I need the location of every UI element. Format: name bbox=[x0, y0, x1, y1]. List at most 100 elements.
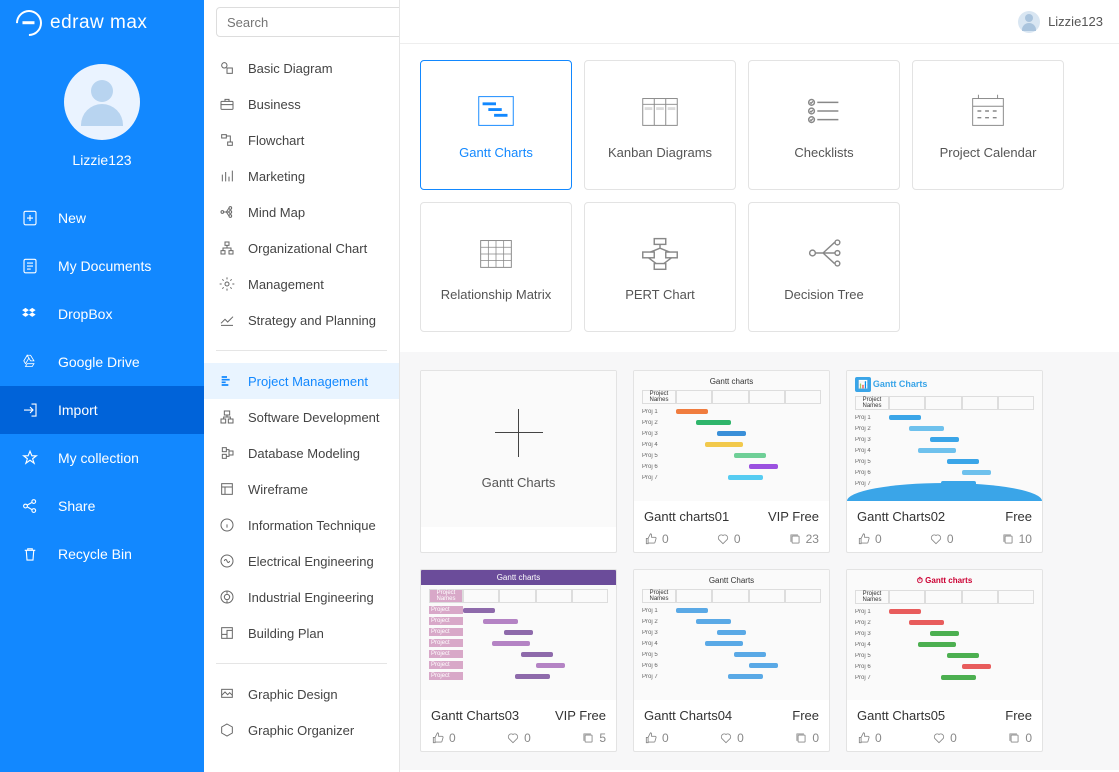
gantt-icon bbox=[218, 372, 236, 390]
nav-item-recycle-bin[interactable]: Recycle Bin bbox=[0, 530, 204, 578]
nav-label: Import bbox=[58, 402, 98, 418]
copies-stat[interactable]: 23 bbox=[788, 532, 819, 546]
copies-stat[interactable]: 0 bbox=[1007, 731, 1032, 745]
nav-label: My Documents bbox=[58, 258, 151, 274]
type-card-kanban-diagrams[interactable]: Kanban Diagrams bbox=[584, 60, 736, 190]
type-card-checklists[interactable]: Checklists bbox=[748, 60, 900, 190]
pert-icon bbox=[637, 233, 683, 273]
likes-stat[interactable]: 0 bbox=[857, 532, 882, 546]
category-item-wireframe[interactable]: Wireframe bbox=[204, 471, 399, 507]
favorites-stat[interactable]: 0 bbox=[929, 532, 954, 546]
category-item-mind-map[interactable]: Mind Map bbox=[204, 194, 399, 230]
category-label: Electrical Engineering bbox=[248, 554, 374, 569]
category-item-software-development[interactable]: Software Development bbox=[204, 399, 399, 435]
category-item-strategy-and-planning[interactable]: Strategy and Planning bbox=[204, 302, 399, 338]
template-badge: Free bbox=[792, 708, 819, 723]
category-item-information-technique[interactable]: Information Technique bbox=[204, 507, 399, 543]
template-card-gantt-charts01[interactable]: Gantt charts Project Names Proj 1Proj 2P… bbox=[633, 370, 830, 553]
favorites-stat[interactable]: 0 bbox=[932, 731, 957, 745]
nav-item-share[interactable]: Share bbox=[0, 482, 204, 530]
share-icon bbox=[20, 496, 40, 516]
category-item-business[interactable]: Business bbox=[204, 86, 399, 122]
likes-stat[interactable]: 0 bbox=[431, 731, 456, 745]
category-item-graphic-design[interactable]: Graphic Design bbox=[204, 676, 399, 712]
gantt-icon bbox=[473, 91, 519, 131]
template-card-gantt-charts03[interactable]: Gantt charts Project Names ProjectProjec… bbox=[420, 569, 617, 752]
nav-item-my-documents[interactable]: My Documents bbox=[0, 242, 204, 290]
favorites-stat[interactable]: 0 bbox=[719, 731, 744, 745]
database-icon bbox=[218, 444, 236, 462]
nav-item-my-collection[interactable]: My collection bbox=[0, 434, 204, 482]
nav-label: My collection bbox=[58, 450, 139, 466]
type-card-decision-tree[interactable]: Decision Tree bbox=[748, 202, 900, 332]
industrial-icon bbox=[218, 588, 236, 606]
likes-stat[interactable]: 0 bbox=[644, 731, 669, 745]
category-label: Software Development bbox=[248, 410, 380, 425]
profile-name: Lizzie123 bbox=[0, 152, 204, 168]
topbar: Lizzie123 bbox=[400, 0, 1119, 44]
category-label: Flowchart bbox=[248, 133, 304, 148]
category-label: Organizational Chart bbox=[248, 241, 367, 256]
dropbox-icon bbox=[20, 304, 40, 324]
type-card-pert-chart[interactable]: PERT Chart bbox=[584, 202, 736, 332]
copies-stat[interactable]: 5 bbox=[581, 731, 606, 745]
edraw-logo-icon bbox=[11, 5, 48, 42]
type-label: PERT Chart bbox=[625, 287, 695, 302]
plus-icon bbox=[495, 409, 543, 457]
template-new-card[interactable]: Gantt Charts bbox=[420, 370, 617, 553]
category-label: Information Technique bbox=[248, 518, 376, 533]
category-item-electrical-engineering[interactable]: Electrical Engineering bbox=[204, 543, 399, 579]
mindmap-icon bbox=[218, 203, 236, 221]
search-input[interactable] bbox=[216, 7, 400, 37]
category-item-industrial-engineering[interactable]: Industrial Engineering bbox=[204, 579, 399, 615]
type-card-gantt-charts[interactable]: Gantt Charts bbox=[420, 60, 572, 190]
category-label: Graphic Organizer bbox=[248, 723, 354, 738]
category-label: Management bbox=[248, 277, 324, 292]
nav-item-google-drive[interactable]: Google Drive bbox=[0, 338, 204, 386]
org-icon bbox=[218, 239, 236, 257]
category-label: Database Modeling bbox=[248, 446, 360, 461]
avatar[interactable] bbox=[64, 64, 140, 140]
type-card-relationship-matrix[interactable]: Relationship Matrix bbox=[420, 202, 572, 332]
category-item-database-modeling[interactable]: Database Modeling bbox=[204, 435, 399, 471]
template-info: Gantt Charts02 Free 0 0 10 bbox=[847, 501, 1042, 552]
template-card-gantt-charts02[interactable]: 📊 Gantt Charts Project Names Proj 1Proj … bbox=[846, 370, 1043, 553]
category-item-project-management[interactable]: Project Management bbox=[204, 363, 399, 399]
gear-icon bbox=[218, 275, 236, 293]
type-card-project-calendar[interactable]: Project Calendar bbox=[912, 60, 1064, 190]
category-label: Mind Map bbox=[248, 205, 305, 220]
user-chip[interactable]: Lizzie123 bbox=[1018, 11, 1103, 33]
star-icon bbox=[20, 448, 40, 468]
category-item-graphic-organizer[interactable]: Graphic Organizer bbox=[204, 712, 399, 748]
template-title: Gantt Charts02 bbox=[857, 509, 945, 524]
template-title: Gantt charts01 bbox=[644, 509, 729, 524]
category-item-marketing[interactable]: Marketing bbox=[204, 158, 399, 194]
copies-stat[interactable]: 10 bbox=[1001, 532, 1032, 546]
category-item-management[interactable]: Management bbox=[204, 266, 399, 302]
graphic-icon bbox=[218, 685, 236, 703]
category-item-flowchart[interactable]: Flowchart bbox=[204, 122, 399, 158]
type-label: Decision Tree bbox=[784, 287, 863, 302]
building-icon bbox=[218, 624, 236, 642]
nav-item-new[interactable]: New bbox=[0, 194, 204, 242]
plus-document-icon bbox=[20, 208, 40, 228]
nav-item-dropbox[interactable]: DropBox bbox=[0, 290, 204, 338]
likes-stat[interactable]: 0 bbox=[644, 532, 669, 546]
template-thumbnail: Gantt charts Project Names ProjectProjec… bbox=[421, 570, 616, 700]
import-icon bbox=[20, 400, 40, 420]
nav-item-import[interactable]: Import bbox=[0, 386, 204, 434]
category-item-basic-diagram[interactable]: Basic Diagram bbox=[204, 50, 399, 86]
category-label: Project Management bbox=[248, 374, 368, 389]
nav-label: New bbox=[58, 210, 86, 226]
template-card-gantt-charts04[interactable]: Gantt Charts Project Names Proj 1Proj 2P… bbox=[633, 569, 830, 752]
nav-label: Share bbox=[58, 498, 95, 514]
category-item-organizational-chart[interactable]: Organizational Chart bbox=[204, 230, 399, 266]
copies-stat[interactable]: 0 bbox=[794, 731, 819, 745]
template-card-gantt-charts05[interactable]: ⏱ Gantt charts Project Names Proj 1Proj … bbox=[846, 569, 1043, 752]
template-info: Gantt Charts04 Free 0 0 0 bbox=[634, 700, 829, 751]
favorites-stat[interactable]: 0 bbox=[506, 731, 531, 745]
category-item-building-plan[interactable]: Building Plan bbox=[204, 615, 399, 651]
likes-stat[interactable]: 0 bbox=[857, 731, 882, 745]
category-label: Industrial Engineering bbox=[248, 590, 374, 605]
favorites-stat[interactable]: 0 bbox=[716, 532, 741, 546]
